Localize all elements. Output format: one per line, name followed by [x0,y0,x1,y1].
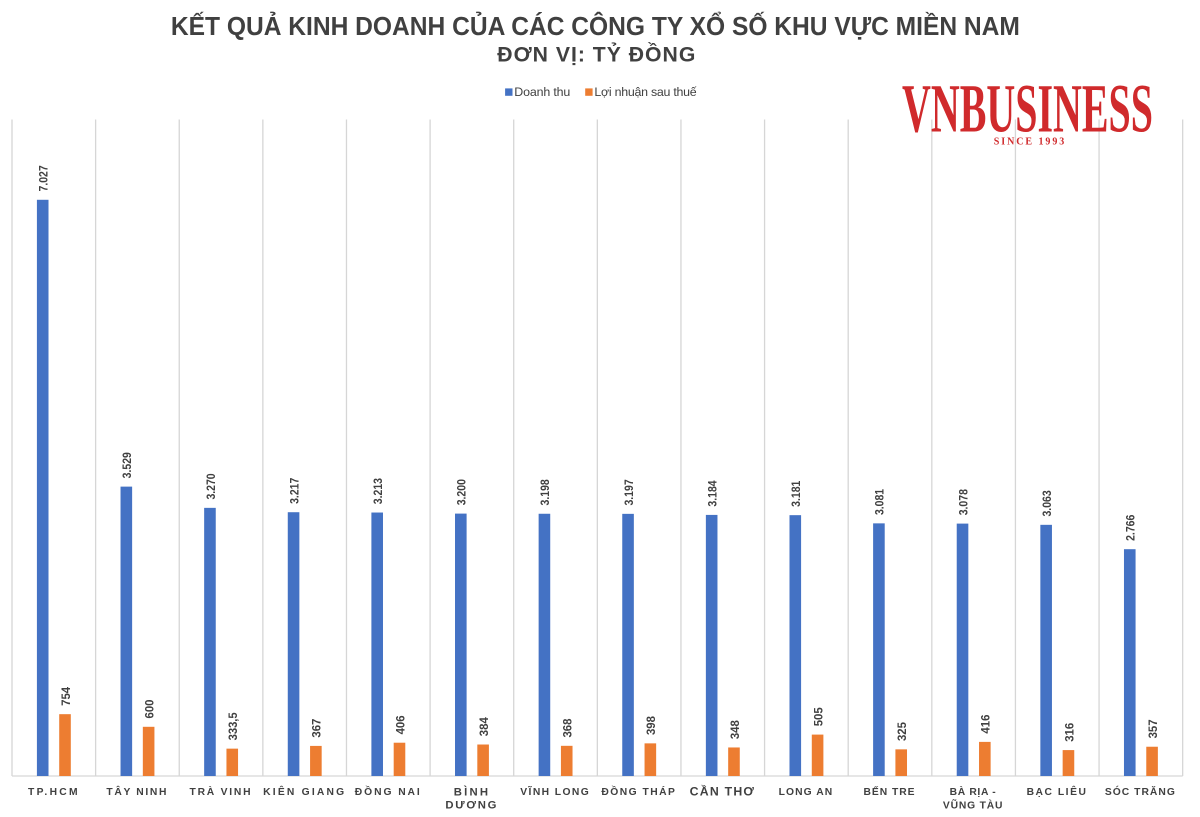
svg-text:3.181: 3.181 [789,480,803,507]
svg-text:3.198: 3.198 [538,479,552,506]
svg-text:384: 384 [477,717,491,736]
svg-text:KIÊN GIANG: KIÊN GIANG [263,785,344,798]
svg-text:CẦN THƠ: CẦN THƠ [690,784,755,799]
svg-text:3.217: 3.217 [287,477,301,504]
svg-text:ĐỒNG NAI: ĐỒNG NAI [355,785,420,798]
svg-text:TÂY NINH: TÂY NINH [106,785,166,798]
svg-text:3.078: 3.078 [956,489,970,516]
svg-text:3.063: 3.063 [1040,490,1054,517]
svg-text:754: 754 [59,686,73,705]
svg-text:VŨNG TÀU: VŨNG TÀU [943,798,1003,811]
svg-text:348: 348 [728,720,742,739]
svg-text:3.270: 3.270 [204,473,218,500]
svg-text:DƯƠNG: DƯƠNG [445,799,496,811]
svg-text:3.213: 3.213 [371,478,385,505]
svg-text:357: 357 [1146,719,1160,738]
svg-text:BẠC LIÊU: BẠC LIÊU [1027,785,1086,798]
svg-text:325: 325 [895,722,909,741]
svg-text:KẾT QUẢ KINH DOANH CỦA CÁC CÔN: KẾT QUẢ KINH DOANH CỦA CÁC CÔNG TY XỔ SỐ… [171,11,1020,41]
svg-text:3.529: 3.529 [120,452,134,479]
svg-text:368: 368 [561,718,575,737]
svg-text:Doanh thu: Doanh thu [514,85,570,99]
svg-text:3.184: 3.184 [705,480,719,507]
svg-text:VĨNH LONG: VĨNH LONG [520,785,589,798]
svg-text:ĐƠN VỊ: TỶ ĐỒNG: ĐƠN VỊ: TỶ ĐỒNG [497,41,695,66]
svg-text:600: 600 [142,699,156,718]
svg-text:TRÀ VINH: TRÀ VINH [190,785,251,798]
svg-text:SÓC TRĂNG: SÓC TRĂNG [1105,785,1175,798]
svg-text:LONG AN: LONG AN [779,787,833,798]
svg-text:ĐỒNG THÁP: ĐỒNG THÁP [601,785,675,798]
svg-text:3.197: 3.197 [622,479,636,506]
svg-text:Lợi nhuận sau thuế: Lợi nhuận sau thuế [594,85,696,99]
svg-text:BẾN TRE: BẾN TRE [864,785,915,798]
svg-text:VNBUSINESS: VNBUSINESS [902,69,1153,146]
svg-text:316: 316 [1062,722,1076,741]
svg-text:416: 416 [979,714,993,733]
svg-text:2.766: 2.766 [1124,514,1138,541]
svg-text:7.027: 7.027 [37,165,51,192]
svg-text:505: 505 [811,707,825,726]
svg-text:TP.HCM: TP.HCM [28,787,77,798]
svg-text:367: 367 [310,718,324,737]
svg-text:SINCE 1993: SINCE 1993 [994,137,1065,148]
svg-text:BÌNH: BÌNH [454,786,488,799]
svg-text:3.200: 3.200 [455,479,469,506]
svg-text:398: 398 [644,716,658,735]
svg-text:406: 406 [393,715,407,734]
svg-text:333,5: 333,5 [226,712,240,740]
svg-text:BÀ RỊA -: BÀ RỊA - [950,785,997,798]
svg-text:3.081: 3.081 [873,488,887,515]
